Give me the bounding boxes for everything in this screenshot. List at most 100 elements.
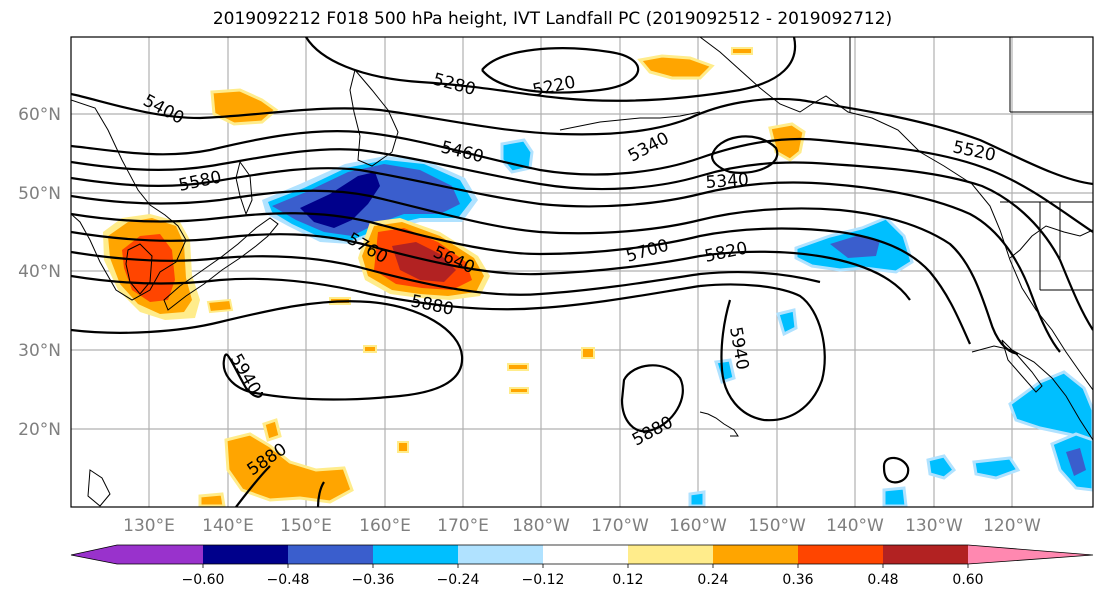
lon-label-160e: 160°E (359, 516, 411, 536)
latitude-labels: 60°N 50°N 40°N 30°N 20°N (18, 105, 61, 440)
contour-label: 5340 (705, 170, 750, 193)
map-title: 2019092212 F018 500 hPa height, IVT Land… (212, 9, 893, 29)
ivt-negative-patch (714, 358, 736, 384)
height-contour-5880-south-b (316, 481, 325, 507)
height-contour-5520 (71, 148, 1093, 331)
ivt-positive-region-japan (122, 234, 175, 302)
ivt-negative-patch (1066, 448, 1086, 476)
colorbar-tick-label: 0.36 (782, 572, 813, 588)
lat-label-30n: 30°N (18, 341, 61, 361)
colorbar-segment (288, 545, 373, 564)
colorbar-tick-label: 0.12 (612, 572, 643, 588)
ivt-positive-patch (363, 345, 377, 353)
colorbar-tick-label: 0.24 (697, 572, 728, 588)
height-contour-5460 (71, 130, 1093, 233)
lon-label-130e: 130°E (123, 516, 175, 536)
colorbar-extend-low (71, 545, 117, 564)
colorbar-segment (883, 545, 968, 564)
ivt-positive-patch (397, 441, 409, 453)
ivt-negative-patch (1008, 370, 1093, 442)
height-contour-5940-east (699, 283, 826, 422)
lon-label-140e: 140°E (202, 516, 254, 536)
height-contour-5580 (71, 167, 1061, 353)
colorbar-tick-label: 0.60 (952, 572, 983, 588)
ivt-negative-patch (688, 490, 706, 507)
colorbar-segment (203, 545, 288, 564)
colorbar: −0.60 −0.48 −0.36 −0.24 −0.12 0.12 0.24 … (70, 544, 1094, 588)
ivt-negative-patch (776, 308, 798, 337)
ivt-positive-patch (224, 432, 354, 504)
ivt-positive-patch (768, 122, 806, 162)
colorbar-segment (798, 545, 883, 564)
colorbar-tick-label: −0.60 (182, 572, 225, 588)
lon-label-120w: 120°W (983, 516, 1041, 536)
lat-label-60n: 60°N (18, 105, 61, 125)
colorbar-tick-label: −0.24 (437, 572, 480, 588)
ivt-negative-patch (830, 236, 880, 258)
lon-label-130w: 130°W (905, 516, 963, 536)
lat-label-40n: 40°N (18, 262, 61, 282)
colorbar-tick-label: −0.48 (267, 572, 310, 588)
colorbar-tick-label: −0.36 (352, 572, 395, 588)
ivt-negative-patch (882, 486, 908, 507)
height-contour-5940-west (71, 300, 464, 401)
ivt-positive-patch (581, 347, 595, 359)
height-contour-5880-south (235, 465, 271, 507)
height-contours (71, 37, 1093, 507)
longitude-labels: 130°E 140°E 150°E 160°E 170°E 180°W 170°… (123, 516, 1041, 536)
ivt-negative-patch (926, 454, 957, 480)
coastline-asia (71, 99, 187, 301)
lon-label-150e: 150°E (280, 516, 332, 536)
colorbar-segment (117, 545, 203, 564)
contour-labels: 5400 5280 5220 5340 5460 5580 5520 5340 … (140, 70, 998, 481)
colorbar-segment (373, 545, 458, 564)
hawaii-islands (699, 411, 739, 437)
ivt-negative-patch (972, 456, 1021, 480)
lon-label-170e: 170°E (437, 516, 489, 536)
coastline-baja (1001, 339, 1043, 393)
height-contour-5220 (481, 47, 640, 94)
lon-label-170w: 170°W (591, 516, 649, 536)
lon-label-150w: 150°W (748, 516, 806, 536)
height-contour-5340 (710, 135, 779, 174)
height-contour-5880-north (71, 274, 701, 311)
ivt-positive-patch (731, 47, 753, 55)
height-contour-5880-east (882, 456, 910, 484)
height-contour-5400 (71, 92, 1093, 186)
province-borders (1009, 37, 1093, 291)
colorbar-tick-label: 0.48 (867, 572, 898, 588)
height-contour-5880-central (620, 364, 684, 433)
coastline-korea (125, 243, 153, 295)
aleutian-islands (559, 111, 701, 131)
height-contour-5280 (305, 37, 797, 102)
ivt-positive-patch (262, 418, 282, 442)
colorbar-tick-label: −0.12 (522, 572, 565, 588)
lat-label-20n: 20°N (18, 420, 61, 440)
ivt-positive-patch (637, 54, 715, 80)
ivt-positive-patch (507, 363, 529, 371)
ivt-positive-patch (206, 298, 234, 314)
height-contour-5820 (71, 250, 821, 296)
lat-label-50n: 50°N (18, 184, 61, 204)
coastline-north-america (1009, 225, 1093, 259)
colorbar-segment (458, 545, 543, 564)
colorbar-segment (543, 545, 628, 564)
height-contour-5640 (71, 189, 1019, 356)
height-contour-5700 (71, 212, 972, 345)
height-contour-5760 (71, 230, 911, 301)
coastline-mexico (971, 345, 1093, 441)
coastline-philippines (87, 469, 111, 507)
coastline-kamchatka (349, 68, 399, 167)
colorbar-ticks (202, 564, 969, 568)
ivt-positive-patch (198, 492, 226, 507)
plot-area: 5400 5280 5220 5340 5460 5580 5520 5340 … (70, 36, 1094, 508)
lon-label-180w: 180°W (512, 516, 570, 536)
colorbar-segment (713, 545, 798, 564)
lon-label-140w: 140°W (826, 516, 884, 536)
colorbar-extend-high (968, 545, 1093, 564)
plot-frame (70, 36, 1094, 508)
ivt-positive-region-central (392, 242, 456, 282)
ivt-positive-patch (509, 387, 529, 394)
coastline-japan (163, 217, 279, 311)
